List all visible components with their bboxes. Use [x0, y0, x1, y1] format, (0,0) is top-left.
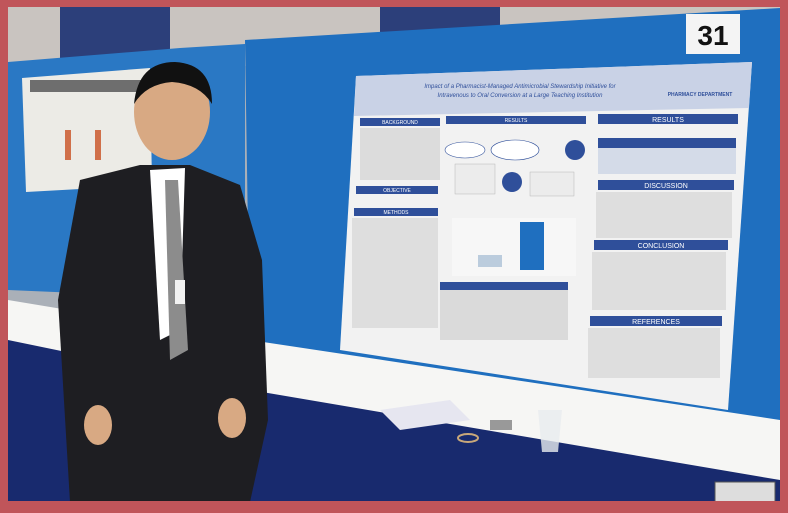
- laptop-corner: [714, 481, 776, 503]
- section-header-objective: [356, 186, 438, 194]
- section-references-label: REFERENCES: [632, 319, 680, 326]
- section-header-results-center: [446, 116, 586, 124]
- results-table-header: [598, 138, 736, 148]
- conclusion-text-block: [592, 252, 726, 310]
- section-header-conclusion: [594, 240, 728, 250]
- person-right-hand: [218, 398, 246, 438]
- left-small-poster: [22, 68, 152, 192]
- flow-box: [454, 163, 496, 195]
- left-poster-bar: [65, 130, 71, 160]
- poster-logo-text: PHARMACY DEPARTMENT: [668, 92, 733, 98]
- lanyard-badge: [175, 280, 185, 304]
- rubber-band: [457, 433, 479, 443]
- section-header-methods: [354, 208, 438, 216]
- flow-node: [444, 141, 486, 159]
- references-text-block: [588, 328, 720, 378]
- section-header-background: [360, 118, 440, 126]
- section-discussion-label: DISCUSSION: [644, 183, 688, 190]
- section-conclusion-label: CONCLUSION: [638, 243, 685, 250]
- background-text-block: [360, 128, 440, 180]
- person-hair: [134, 62, 212, 104]
- section-header-results-right: [598, 114, 738, 124]
- section-header-discussion: [598, 180, 734, 190]
- handout-paper: [380, 400, 470, 430]
- section-background-label: BACKGROUND: [382, 120, 418, 126]
- poster-bar-small: [478, 255, 502, 267]
- poster-title-line1: Impact of a Pharmacist-Managed Antimicro…: [424, 84, 616, 90]
- flow-node: [490, 139, 540, 161]
- left-poster-bar: [95, 130, 101, 160]
- board-number: 31: [697, 20, 728, 51]
- poster-table-body: [440, 290, 568, 340]
- person-tie: [165, 180, 188, 360]
- poster-table-header: [440, 282, 568, 290]
- flow-node: [565, 140, 585, 160]
- plastic-cup: [538, 410, 562, 452]
- flow-node: [502, 172, 522, 192]
- person-left-hand: [84, 405, 112, 445]
- board-number-plate: [686, 14, 740, 54]
- section-results-center-label: RESULTS: [505, 118, 528, 124]
- left-poster-header: [30, 80, 145, 92]
- section-results-right-label: RESULTS: [652, 117, 684, 124]
- poster-title-band: [354, 62, 752, 116]
- person-face: [134, 64, 210, 160]
- methods-text-block: [352, 218, 438, 328]
- discussion-text-block: [596, 192, 732, 238]
- flow-box: [529, 171, 575, 197]
- poster-bar-large: [520, 222, 544, 270]
- poster-title-line2: Intravenous to Oral Conversion at a Larg…: [438, 93, 604, 99]
- poster-bar-chart: [452, 218, 576, 276]
- business-card-holder: [490, 420, 512, 430]
- section-objective-label: OBJECTIVE: [383, 188, 411, 194]
- section-header-references: [590, 316, 722, 326]
- section-methods-label: METHODS: [384, 210, 410, 216]
